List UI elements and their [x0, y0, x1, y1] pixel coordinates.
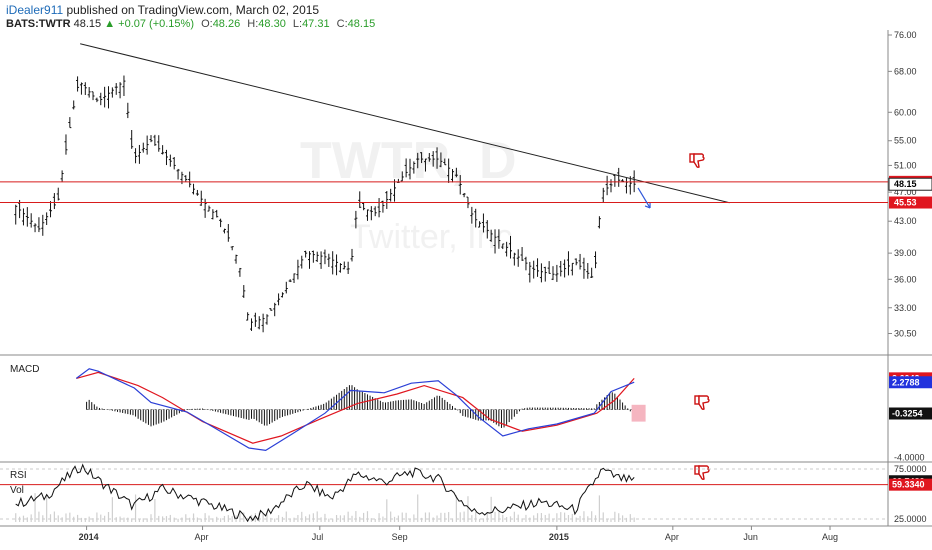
- rsi-tick-label: 75.0000: [894, 464, 927, 474]
- thumbs-down-hand: [698, 395, 710, 410]
- low-label: L:: [292, 18, 303, 30]
- macd-histogram-group: [86, 385, 634, 428]
- price-tick-label: 39.00: [894, 248, 917, 258]
- arrow-head: [644, 202, 651, 209]
- rsi-value-label: 59.3340: [892, 480, 925, 490]
- open-value: 48.26: [212, 18, 241, 30]
- symbol-header: BATS:TWTR 48.15 ▲ +0.07 (+0.15%) O:48.26…: [6, 17, 375, 31]
- price-tick-label: 76.00: [894, 30, 917, 40]
- rsi-line: [15, 463, 635, 523]
- low-value: 47.31: [302, 18, 330, 30]
- price-tick-label: 47.00: [894, 187, 917, 197]
- macd-value-label-bg: [889, 407, 932, 420]
- price-change: ▲ +0.07 (+0.15%): [104, 18, 194, 30]
- thumbs-down-hand: [698, 465, 710, 480]
- macd-line: [75, 368, 635, 452]
- macd-pane-title: MACD: [10, 364, 39, 375]
- publish-header: iDealer911 published on TradingView.com,…: [6, 3, 319, 17]
- trendline: [80, 43, 730, 204]
- last-price-label: 48.15: [894, 179, 917, 189]
- time-tick-label: Apr: [665, 532, 679, 542]
- price-tick-label: 30.50: [894, 329, 917, 339]
- time-tick-label: Jun: [743, 532, 758, 542]
- open-label: O:: [201, 18, 213, 30]
- thumbs-down-icon: [694, 465, 710, 480]
- macd-value-label: -0.3254: [892, 409, 923, 419]
- time-tick-label: Jul: [312, 532, 324, 542]
- arrow-down-right-icon: [637, 187, 651, 209]
- rsi-pane-title: RSI: [10, 470, 27, 481]
- last-price-label-bg: [888, 177, 932, 191]
- close-label: C:: [336, 18, 348, 30]
- thumbs-down-icon: [694, 395, 710, 410]
- time-tick-label: Apr: [195, 532, 209, 542]
- macd-tick-label: -4.0000: [894, 453, 925, 463]
- macd-value-label: 2.2788: [892, 377, 920, 387]
- watermark-symbol: TWTR, D: [300, 132, 517, 190]
- watermark-name: Twitter, Inc: [350, 218, 513, 256]
- symbol-name[interactable]: BATS:TWTR: [6, 18, 71, 30]
- time-tick-label: 2014: [79, 532, 99, 542]
- thumbs-down-hand: [693, 153, 705, 168]
- macd-value-label-bg: [889, 376, 932, 389]
- volume-bars-group: [15, 493, 635, 522]
- price-bars-group: [14, 75, 636, 333]
- time-tick-label: 2015: [549, 532, 569, 542]
- high-label: H:: [247, 18, 259, 30]
- price-tick-label: 51.00: [894, 160, 917, 170]
- rsi-value-label-bg: [889, 478, 932, 491]
- price-tick-label: 68.00: [894, 66, 917, 76]
- level-price-label: 45.53: [894, 198, 917, 208]
- author-link[interactable]: iDealer911: [6, 3, 64, 17]
- published-text: published on TradingView.com, March 02, …: [63, 3, 320, 17]
- vol-pane-title: Vol: [10, 485, 24, 496]
- price-tick-label: 60.00: [894, 107, 917, 117]
- price-tick-label: 33.00: [894, 303, 917, 313]
- high-value: 48.30: [258, 18, 286, 30]
- close-value: 48.15: [347, 18, 376, 30]
- price-tick-label: 36.00: [894, 274, 917, 284]
- price-tick-label: 55.00: [894, 136, 917, 146]
- last-price: 48.15: [73, 18, 102, 30]
- level-price-label-bg: [889, 196, 932, 209]
- macd-hist-highlight: [631, 404, 646, 422]
- macd-signal-line: [76, 371, 635, 444]
- time-tick-label: Aug: [822, 532, 838, 542]
- price-tick-label: 43.00: [894, 216, 917, 226]
- time-tick-label: Sep: [392, 532, 408, 542]
- rsi-tick-label: 25.0000: [894, 514, 927, 524]
- thumbs-down-icon: [689, 153, 705, 168]
